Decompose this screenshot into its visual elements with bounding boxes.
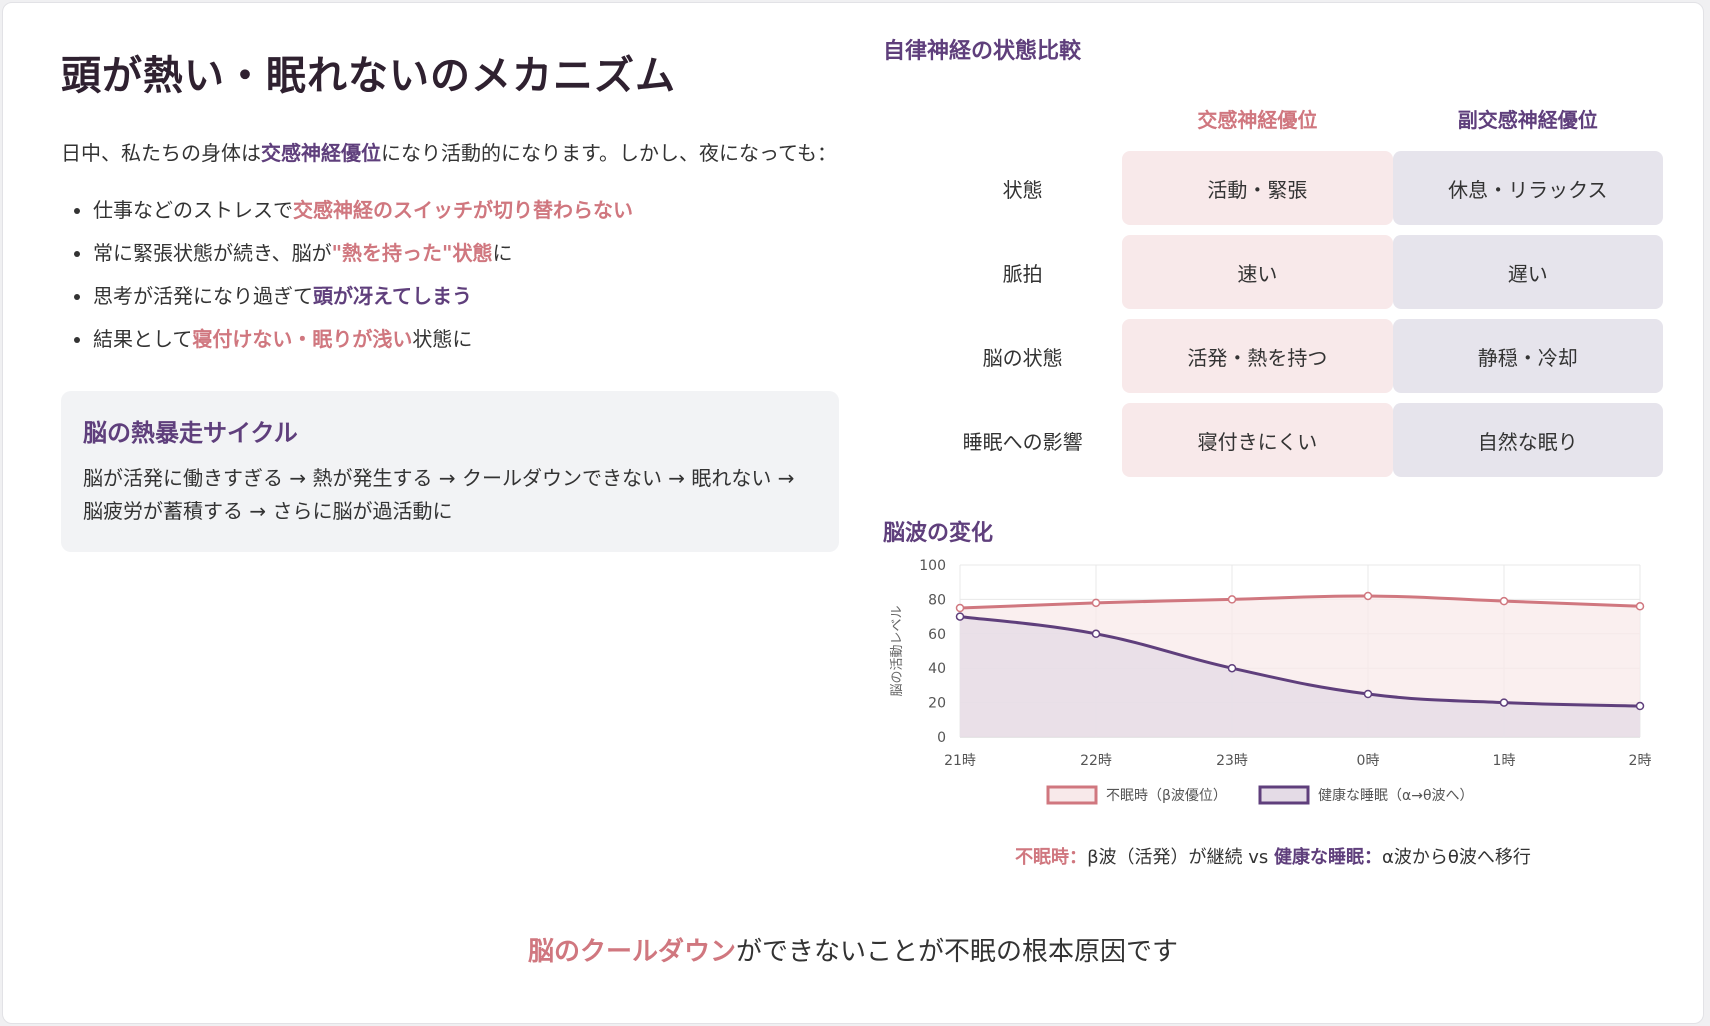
table-header-row: 交感神経優位 副交感神経優位 <box>923 95 1663 141</box>
table-row: 状態 活動・緊張 休息・リラックス <box>923 151 1663 225</box>
intro-pre: 日中、私たちの身体は <box>61 141 261 165</box>
data-point <box>1091 629 1101 639</box>
cell-sympathetic: 活動・緊張 <box>1122 151 1393 225</box>
cycle-title: 脳の熱暴走サイクル <box>83 419 298 447</box>
point-pre: 結果として <box>93 327 193 351</box>
cycle-text: 脳が活発に働きすぎる → 熱が発生する → クールダウンできない → 眠れない … <box>83 466 795 523</box>
conclusion-text: 脳のクールダウンができないことが不眠の根本原因です <box>3 931 1703 968</box>
series-line-1 <box>959 594 1641 610</box>
legend-label: 不眠時（β波優位） <box>1106 788 1227 804</box>
x-tick-label: 2時 <box>1629 753 1652 769</box>
y-tick-label: 60 <box>928 627 946 643</box>
chart-caption: 不眠時：β波（活発）が継続 vs 健康な睡眠：α波からθ波へ移行 <box>883 843 1663 869</box>
table-row: 脳の状態 活発・熱を持つ 静穏・冷却 <box>923 319 1663 393</box>
data-point <box>955 603 965 613</box>
brainwave-title: 脳波の変化 <box>883 521 994 546</box>
data-point <box>955 612 965 621</box>
cell-parasympathetic: 静穏・冷却 <box>1392 319 1663 393</box>
cell-sympathetic: 寝付きにくい <box>1122 403 1393 477</box>
comparison-title: 自律神経の状態比較 <box>883 39 1082 64</box>
caption-insomnia-label: 不眠時： <box>1015 847 1088 868</box>
conclusion-highlight: 脳のクールダウン <box>527 937 736 967</box>
intro-text: 日中、私たちの身体は交感神経優位になり活動的になります。しかし、夜になっても： <box>61 137 841 169</box>
row-label: 睡眠への影響 <box>962 429 1083 454</box>
legend-swatch <box>1258 785 1310 805</box>
row-label: 脳の状態 <box>982 345 1063 370</box>
conclusion-rest: ができないことが不眠の根本原因です <box>736 937 1179 967</box>
point-post: に <box>492 241 513 265</box>
data-point <box>1363 689 1373 699</box>
brainwave-chart: 0 20 40 60 80 100 21時 22時 23時 0時 1時 2時 脳の活動レベル不眠時（β波… <box>890 558 1652 805</box>
y-tick-label: 20 <box>928 696 946 712</box>
comparison-panel: 自律神経の状態比較 交感神経優位 副交感神経優位 状態 活動・緊張 休息・リラッ… <box>883 33 1663 869</box>
data-point <box>1091 598 1101 608</box>
x-tick-label: 1時 <box>1493 753 1516 769</box>
data-point <box>1635 602 1645 611</box>
series-area-2 <box>960 616 1640 737</box>
point-highlight: 寝付けない・眠りが浅い <box>192 327 413 351</box>
header-sympathetic: 交感神経優位 <box>1197 107 1318 132</box>
point-highlight: 頭が冴えてしまう <box>313 284 472 308</box>
x-tick-label: 22時 <box>1080 753 1112 769</box>
header-empty <box>923 95 1122 141</box>
series-line-2 <box>959 615 1641 708</box>
cell-sympathetic: 活発・熱を持つ <box>1122 319 1393 393</box>
mechanism-panel: 頭が熱い・眠れないのメカニズム 日中、私たちの身体は交感神経優位になり活動的にな… <box>61 43 841 552</box>
data-point <box>1227 595 1237 604</box>
points-list: 仕事などのストレスで交感神経のスイッチが切り替わらない 常に緊張状態が続き、脳が… <box>61 189 841 361</box>
x-tick-label: 21時 <box>944 753 976 769</box>
point-pre: 常に緊張状態が続き、脳が <box>93 241 332 265</box>
header-parasympathetic: 副交感神経優位 <box>1457 107 1598 132</box>
cell-sympathetic: 速い <box>1122 235 1393 309</box>
x-tick-label: 23時 <box>1216 753 1248 769</box>
cell-parasympathetic: 自然な眠り <box>1392 403 1663 477</box>
data-point <box>1227 663 1237 673</box>
cell-parasympathetic: 遅い <box>1392 235 1663 309</box>
data-point <box>1635 701 1645 711</box>
row-label: 状態 <box>1002 177 1043 202</box>
heat-cycle-box: 脳の熱暴走サイクル 脳が活発に働きすぎる → 熱が発生する → クールダウンでき… <box>61 391 839 552</box>
list-item: 仕事などのストレスで交感神経のスイッチが切り替わらない <box>93 189 841 232</box>
comparison-table: 交感神経優位 副交感神経優位 状態 活動・緊張 休息・リラックス 脈拍 速い 遅… <box>923 85 1663 487</box>
point-pre: 思考が活発になり過ぎて <box>93 284 313 308</box>
y-tick-label: 0 <box>937 730 946 746</box>
caption-insomnia-text: β波（活発）が継続 vs <box>1087 847 1275 868</box>
data-point <box>1499 596 1509 606</box>
point-post: 状態に <box>412 327 473 351</box>
point-pre: 仕事などのストレスで <box>93 198 293 222</box>
y-tick-label: 80 <box>928 592 946 608</box>
caption-healthy-text: α波からθ波へ移行 <box>1382 847 1531 868</box>
point-highlight: 交感神経のスイッチが切り替わらない <box>293 198 633 222</box>
data-point <box>1363 591 1373 601</box>
legend-label: 健康な睡眠（α→θ波へ） <box>1318 787 1474 804</box>
data-point <box>1499 698 1509 707</box>
y-tick-label: 100 <box>919 558 946 574</box>
list-item: 常に緊張状態が続き、脳が"熱を持った"状態に <box>93 232 841 275</box>
page-title: 頭が熱い・眠れないのメカニズム <box>61 53 676 99</box>
cell-parasympathetic: 休息・リラックス <box>1392 151 1663 225</box>
table-row: 脈拍 速い 遅い <box>923 235 1663 309</box>
x-tick-label: 0時 <box>1357 753 1380 769</box>
intro-post: になり活動的になります。しかし、夜になっても： <box>381 141 837 165</box>
table-row: 睡眠への影響 寝付きにくい 自然な眠り <box>923 403 1663 477</box>
caption-healthy-label: 健康な睡眠： <box>1274 847 1383 868</box>
y-tick-label: 40 <box>928 661 946 677</box>
y-axis-label: 脳の活動レベル <box>890 605 905 696</box>
point-highlight: "熱を持った"状態 <box>331 241 493 265</box>
row-label: 脈拍 <box>1002 261 1043 286</box>
intro-highlight: 交感神経優位 <box>261 141 381 165</box>
list-item: 結果として寝付けない・眠りが浅い状態に <box>93 318 841 361</box>
list-item: 思考が活発になり過ぎて頭が冴えてしまう <box>93 275 841 318</box>
legend-swatch <box>1046 785 1098 805</box>
